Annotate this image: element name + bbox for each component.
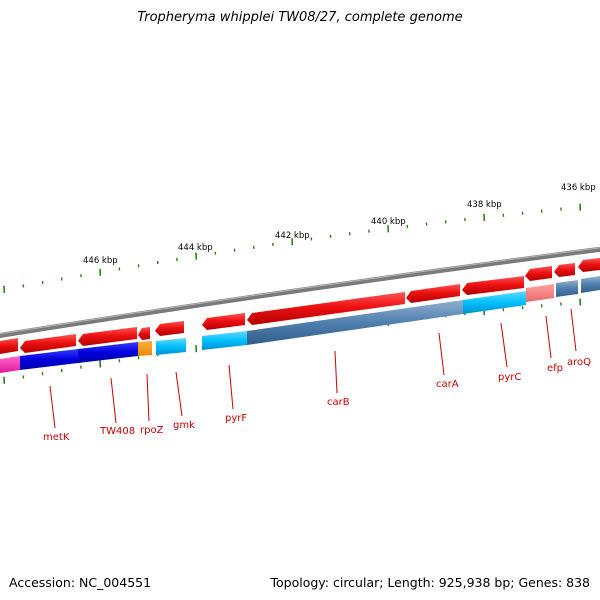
cds-arrow[interactable] [462,276,524,295]
cds-arrow[interactable] [20,334,76,353]
gene-block[interactable] [581,276,600,293]
gene-label-aroQ[interactable]: aroQ [567,357,591,368]
gene-block[interactable] [247,300,463,345]
scale-label-444: 444 kbp [178,243,213,253]
gene-label-metK[interactable]: metK [43,432,70,443]
gene-block[interactable] [526,284,554,302]
cds-arrow[interactable] [202,313,245,330]
cds-arrow[interactable] [0,338,18,354]
scale-label-436: 436 kbp [561,183,596,193]
cds-arrow[interactable] [247,292,405,325]
gene-block[interactable] [202,331,247,350]
scale-label-442: 442 kbp [275,231,310,241]
cds-arrow[interactable] [78,327,137,346]
gene-label-gmk[interactable]: gmk [173,420,195,431]
gene-block[interactable] [556,280,578,297]
gene-label-pyrF[interactable]: pyrF [225,413,247,424]
gene-block[interactable] [138,341,152,356]
gene-block[interactable] [156,338,186,355]
gene-label-pyrC[interactable]: pyrC [498,372,521,383]
cds-arrow[interactable] [578,258,600,272]
gene-label-rpoZ[interactable]: rpoZ [140,425,164,436]
cds-arrow[interactable] [138,327,150,340]
genome-backbone-highlight [0,247,600,335]
cds-track [0,258,600,354]
accession-text: Accession: NC_004551 [9,575,152,590]
cds-arrow[interactable] [554,263,575,277]
genome-summary-text: Topology: circular; Length: 925,938 bp; … [270,575,591,590]
cds-arrow[interactable] [525,266,552,281]
gene-label-carB[interactable]: carB [327,397,350,408]
gene-block[interactable] [20,349,78,370]
genome-backbone [0,246,600,338]
gene-label-efp[interactable]: efp [547,363,563,374]
scale-label-438: 438 kbp [467,200,502,210]
cds-arrow[interactable] [155,321,184,336]
gene-leaders [49,308,577,429]
outer-scale-ring [3,203,582,293]
scale-label-446: 446 kbp [83,256,118,266]
gene-block[interactable] [463,291,526,314]
map-title: Tropheryma whipplei TW08/27, complete ge… [137,10,463,25]
gene-label-TW408[interactable]: TW408 [99,426,135,437]
scale-label-440: 440 kbp [371,217,406,227]
category-track [0,276,600,373]
gene-block[interactable] [0,356,20,373]
gene-label-carA[interactable]: carA [436,379,459,390]
gene-block[interactable] [78,342,138,363]
cds-arrow[interactable] [406,284,460,303]
